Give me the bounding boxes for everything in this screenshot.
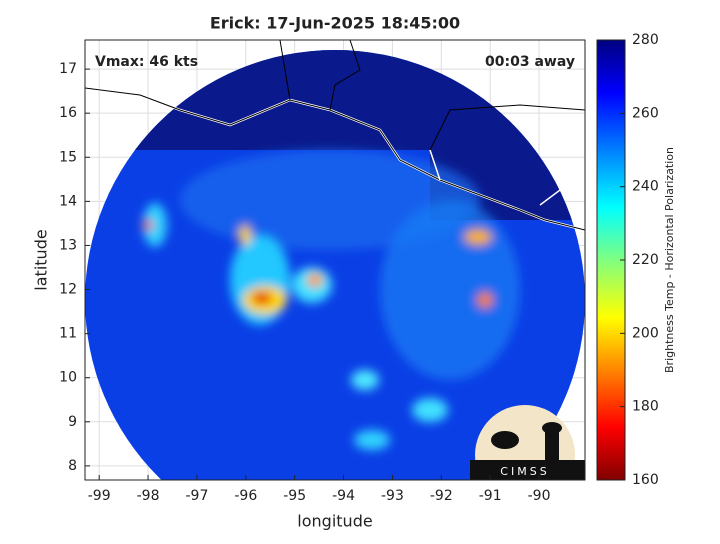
x-tick-label: -94 — [332, 488, 355, 504]
annotation: 00:03 away — [485, 54, 575, 70]
plot-frame — [84, 39, 586, 481]
x-tick-label: -95 — [283, 488, 306, 504]
colorbar-tick-label: 260 — [632, 105, 659, 121]
x-tick-label: -96 — [234, 488, 257, 504]
x-tick-label: -99 — [88, 488, 111, 504]
x-tick-label: -93 — [381, 488, 404, 504]
satellite-image: CIMSS — [85, 40, 585, 480]
x-tick-label: -90 — [528, 488, 551, 504]
y-tick-label: 13 — [59, 237, 77, 253]
annotation: Vmax: 46 kts — [95, 54, 198, 70]
y-tick-label: 17 — [59, 61, 77, 77]
colorbar-tick-label: 220 — [632, 252, 659, 268]
colorbar-tick-label: 240 — [632, 179, 659, 195]
colorbar-tick-label: 180 — [632, 399, 659, 415]
y-tick-label: 14 — [59, 193, 77, 209]
x-tick-label: -97 — [185, 488, 208, 504]
y-tick-label: 10 — [59, 370, 77, 386]
y-axis-label: latitude — [32, 229, 51, 290]
y-tick-label: 9 — [68, 414, 77, 430]
logo-text: CIMSS — [500, 465, 549, 478]
y-tick-label: 8 — [68, 458, 77, 474]
colorbar-tick-label: 280 — [632, 32, 659, 48]
chart-title: Erick: 17-Jun-2025 18:45:00 — [210, 14, 460, 33]
x-axis-label: longitude — [297, 512, 372, 531]
logo: CIMSS — [470, 405, 585, 480]
x-tick-label: -91 — [479, 488, 502, 504]
y-tick-label: 15 — [59, 149, 77, 165]
y-tick-label: 16 — [59, 105, 77, 121]
x-tick-label: -92 — [430, 488, 453, 504]
y-tick-label: 11 — [59, 326, 77, 342]
colorbar-label: Brightness Temp - Horizontal Polarizatio… — [663, 147, 676, 373]
colorbar-tick-label: 200 — [632, 325, 659, 341]
y-tick-label: 12 — [59, 282, 77, 298]
colorbar-tick-label: 160 — [632, 472, 659, 488]
x-tick-label: -98 — [137, 488, 160, 504]
